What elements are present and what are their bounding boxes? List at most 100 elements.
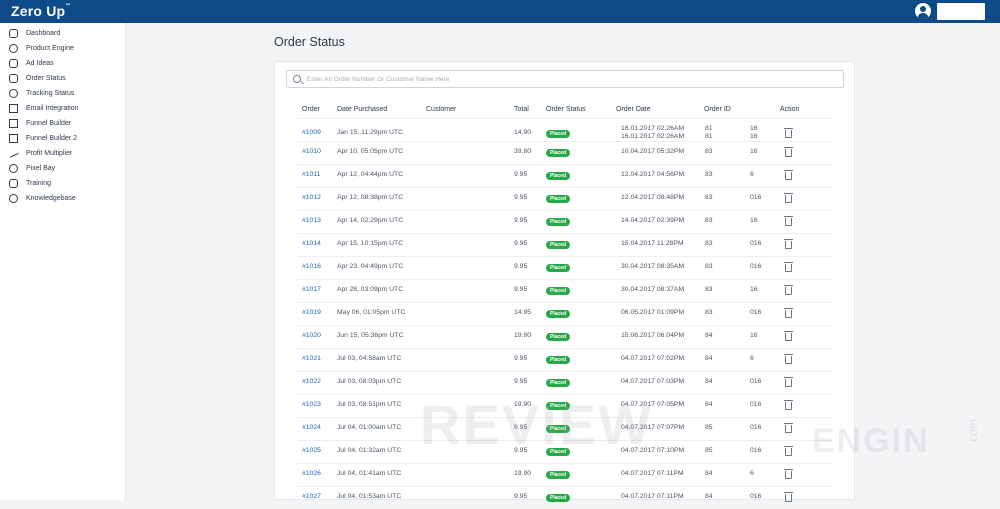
logo-text: Zero Up xyxy=(11,3,66,19)
trash-icon[interactable] xyxy=(784,193,793,203)
trash-icon[interactable] xyxy=(784,331,793,341)
table-row xyxy=(297,141,833,164)
order-id-part: 016 xyxy=(750,401,762,408)
order-total: 19.90 xyxy=(514,401,532,408)
order-id-part: 85 xyxy=(705,447,713,454)
column-header-order-date: Order Date xyxy=(616,106,651,113)
order-number-link[interactable]: #1011 xyxy=(302,171,321,178)
order-id-part: 83 xyxy=(705,148,713,155)
order-date: 16.01.2017 02:26AM xyxy=(621,133,685,140)
sidebar-item-funnel-builder[interactable]: Funnel Builder xyxy=(0,116,126,131)
sidebar-item-profit-multiplier[interactable]: Profit Multiplier xyxy=(0,146,126,161)
table-row xyxy=(297,440,833,463)
order-number-link[interactable]: #1019 xyxy=(302,309,321,316)
user-icon[interactable] xyxy=(915,3,931,19)
trash-icon[interactable] xyxy=(784,469,793,479)
order-number-link[interactable]: #1022 xyxy=(302,378,321,385)
column-header-customer: Customer xyxy=(426,106,457,113)
sidebar-item-email-integration[interactable]: Email Integration xyxy=(0,101,126,116)
order-date: 12.04.2017 08:48PM xyxy=(621,194,685,201)
order-total: 14.95 xyxy=(514,309,532,316)
order-total: 9.95 xyxy=(514,240,528,247)
order-number-link[interactable]: #1013 xyxy=(302,217,321,224)
order-total: 9.95 xyxy=(514,447,528,454)
column-header-order-status: Order Status xyxy=(546,106,586,113)
order-number-link[interactable]: #1026 xyxy=(302,470,321,477)
order-number-link[interactable]: #1023 xyxy=(302,401,321,408)
order-number-link[interactable]: #1016 xyxy=(302,263,321,270)
trash-icon[interactable] xyxy=(784,147,793,157)
order-id-part: 016 xyxy=(750,240,762,247)
order-number-link[interactable]: #1009 xyxy=(302,129,321,136)
trash-icon[interactable] xyxy=(784,377,793,387)
order-id-part: 83 xyxy=(705,194,713,201)
trash-icon[interactable] xyxy=(784,128,793,138)
watermark-engin: ENGIN xyxy=(812,422,930,460)
user-menu-box[interactable] xyxy=(937,3,985,20)
trash-icon[interactable] xyxy=(784,170,793,180)
sidebar-item-funnel-builder-2[interactable]: Funnel Builder 2 xyxy=(0,131,126,146)
order-number-link[interactable]: #1020 xyxy=(302,332,321,339)
trash-icon[interactable] xyxy=(784,423,793,433)
info-icon xyxy=(9,194,18,203)
order-id-part: 016 xyxy=(750,424,762,431)
order-number-link[interactable]: #1021 xyxy=(302,355,321,362)
order-date: 12.04.2017 04:56PM xyxy=(621,171,685,178)
status-badge: Placed xyxy=(546,195,571,203)
status-badge: Placed xyxy=(546,494,571,502)
trash-icon[interactable] xyxy=(784,285,793,295)
order-number-link[interactable]: #1017 xyxy=(302,286,321,293)
sidebar-item-pixel-bay[interactable]: Pixel Bay xyxy=(0,161,126,176)
sidebar-item-label: Ad Ideas xyxy=(26,60,54,67)
trash-icon[interactable] xyxy=(784,400,793,410)
order-number-link[interactable]: #1012 xyxy=(302,194,321,201)
trash-icon[interactable] xyxy=(784,308,793,318)
sidebar-item-label: Funnel Builder xyxy=(26,120,72,127)
table-row xyxy=(297,187,833,210)
trash-icon[interactable] xyxy=(784,262,793,272)
sidebar-item-knowledgebase[interactable]: Knowledgebase xyxy=(0,191,126,206)
order-date: 04.07.2017 07:02PM xyxy=(621,355,685,362)
sidebar-item-tracking-status[interactable]: Tracking Status xyxy=(0,86,126,101)
search-bar[interactable] xyxy=(286,70,844,88)
sidebar-item-label: Funnel Builder 2 xyxy=(26,135,77,142)
table-row xyxy=(297,486,833,509)
training-icon xyxy=(9,179,18,188)
trash-icon[interactable] xyxy=(784,354,793,364)
sidebar-item-label: Order Status xyxy=(26,75,66,82)
table-row xyxy=(297,371,833,394)
sidebar-item-product-engine[interactable]: Product Engine xyxy=(0,41,126,56)
order-id-part: 83 xyxy=(705,263,713,270)
date-purchased: Jun 15, 05:36pm UTC xyxy=(337,332,404,339)
order-total: 9.95 xyxy=(514,355,528,362)
date-purchased: Apr 14, 02:29pm UTC xyxy=(337,217,404,224)
status-badge: Placed xyxy=(546,425,571,433)
order-number-link[interactable]: #1027 xyxy=(302,493,321,500)
trash-icon[interactable] xyxy=(784,492,793,502)
table-row xyxy=(297,394,833,417)
order-number-link[interactable]: #1010 xyxy=(302,148,321,155)
order-id-part: 6 xyxy=(750,171,754,178)
order-number-link[interactable]: #1014 xyxy=(302,240,321,247)
order-number-link[interactable]: #1025 xyxy=(302,447,321,454)
order-id-part: 83 xyxy=(705,171,713,178)
order-number-link[interactable]: #1024 xyxy=(302,424,321,431)
date-purchased: Apr 23, 04:49pm UTC xyxy=(337,263,404,270)
trash-icon[interactable] xyxy=(784,446,793,456)
sidebar-item-dashboard[interactable]: Dashboard xyxy=(0,26,126,41)
logo[interactable]: Zero Up™ xyxy=(11,3,71,19)
status-badge: Placed xyxy=(546,130,571,138)
trash-icon[interactable] xyxy=(784,239,793,249)
status-badge: Placed xyxy=(546,172,571,180)
trash-icon[interactable] xyxy=(784,216,793,226)
order-id-part: 85 xyxy=(705,424,713,431)
status-badge: Placed xyxy=(546,264,571,272)
search-input[interactable] xyxy=(307,75,827,83)
table-row xyxy=(297,325,833,348)
order-id-part: 016 xyxy=(750,378,762,385)
order-id-part: 81 xyxy=(705,133,713,140)
sidebar-item-ad-ideas[interactable]: Ad Ideas xyxy=(0,56,126,71)
sidebar-item-training[interactable]: Training xyxy=(0,176,126,191)
order-total: 9.95 xyxy=(514,263,528,270)
sidebar-item-order-status[interactable]: Order Status xyxy=(0,71,126,86)
